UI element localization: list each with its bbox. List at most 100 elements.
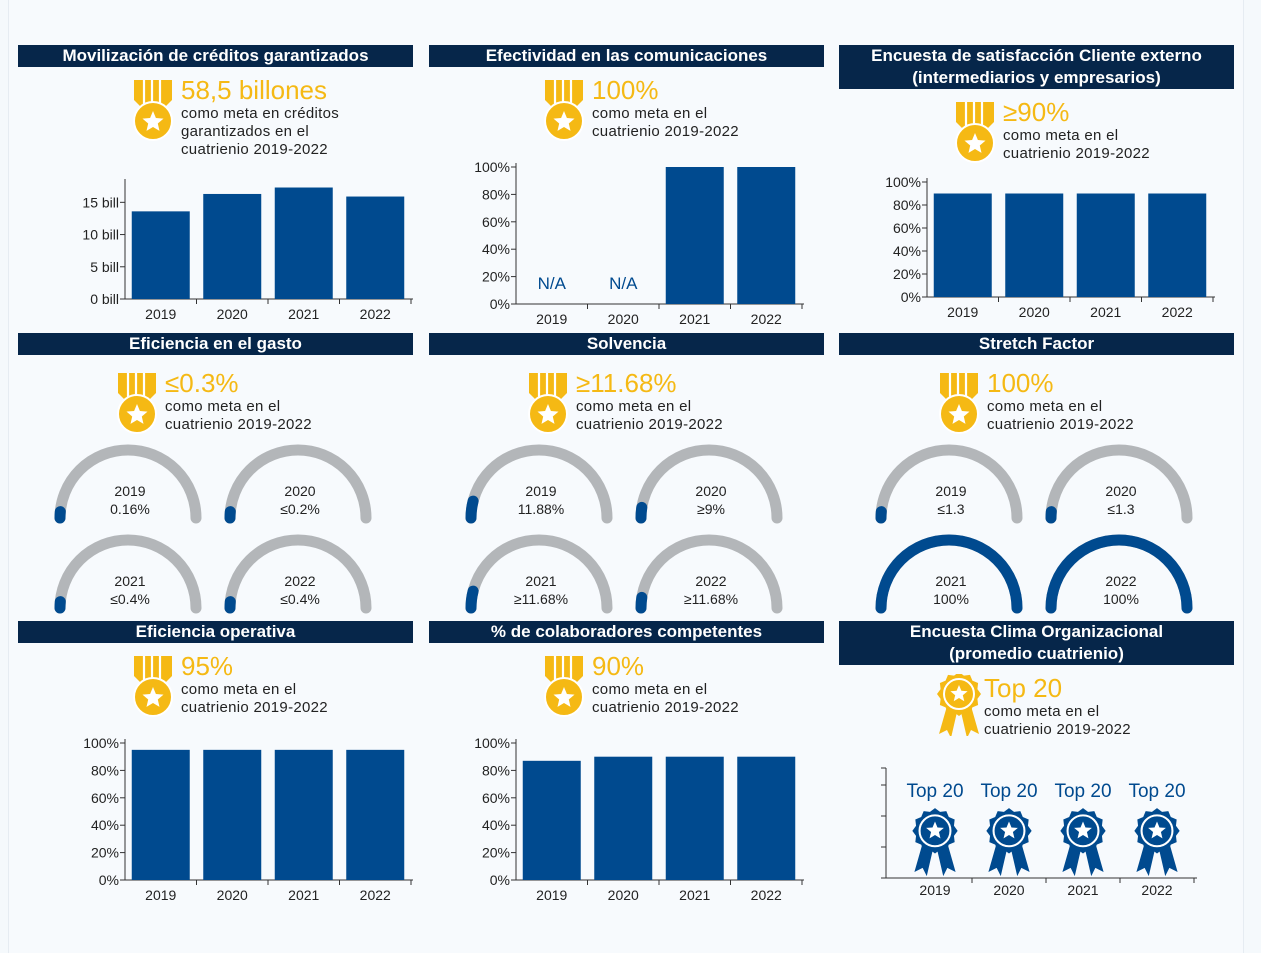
gauge-year: 2019 bbox=[525, 483, 556, 499]
medal-icon bbox=[544, 80, 584, 141]
x-tick-label: 2021 bbox=[288, 306, 319, 322]
x-tick-label: 2021 bbox=[679, 887, 710, 903]
gauge-value: 100% bbox=[1103, 591, 1139, 607]
panel-title: Solvencia bbox=[429, 333, 824, 355]
gauge-year: 2020 bbox=[284, 483, 315, 499]
gauge-year: 2021 bbox=[525, 573, 556, 589]
goal-block: ≤0.3% como meta en el cuatrienio 2019-20… bbox=[116, 369, 312, 440]
gauge-track bbox=[635, 534, 783, 614]
bar bbox=[1148, 193, 1207, 297]
bar-chart-operativa: 0% 20% 40% 60% 80% 100% 2019 2020 2021 2022 bbox=[83, 735, 413, 903]
gauge-track bbox=[224, 534, 372, 614]
gauge: 2022 100% bbox=[1045, 534, 1193, 614]
bar-chart-creditos: 0 bill 5 bill 10 bill 15 bill 2019 2020 2021 20… bbox=[82, 179, 413, 322]
y-tick-label: 60% bbox=[482, 214, 510, 230]
medal-icon bbox=[133, 80, 173, 141]
gauge-value: ≤0.2% bbox=[280, 501, 320, 517]
x-tick-label: 2021 bbox=[1090, 304, 1121, 320]
star-icon bbox=[126, 404, 148, 424]
panel-title: Eficiencia en el gasto bbox=[18, 333, 413, 355]
bar bbox=[933, 193, 992, 297]
gauge: 2019 11.88% bbox=[465, 444, 613, 524]
gauge-group-stretch: 2019 ≤1.3 2020 ≤1.3 2021 100% 2022 100% bbox=[875, 444, 1193, 614]
goal-text: como meta en créditos garantizados en el… bbox=[181, 105, 340, 158]
gauge-track bbox=[635, 444, 783, 524]
gauge-value: 0.16% bbox=[110, 501, 150, 517]
bar bbox=[274, 749, 333, 880]
medal-icon bbox=[117, 373, 157, 434]
y-tick-label: 40% bbox=[91, 817, 119, 833]
panel-title: Efectividad en las comunicaciones bbox=[429, 45, 824, 67]
rosette-icon bbox=[986, 808, 1032, 877]
x-tick-label: 2021 bbox=[1067, 882, 1098, 898]
gauge: 2021 ≤0.4% bbox=[54, 534, 202, 614]
y-tick-label: 0 bill bbox=[90, 291, 119, 307]
y-tick-label: 100% bbox=[885, 174, 921, 190]
panel-title: % de colaboradores competentes bbox=[429, 621, 824, 643]
y-tick-label: 100% bbox=[474, 159, 510, 175]
goal-value: 58,5 billones bbox=[181, 75, 327, 105]
y-tick-label: 0% bbox=[901, 289, 921, 305]
goal-text: como meta en el cuatrienio 2019-2022 bbox=[592, 681, 739, 716]
goal-value: 100% bbox=[987, 368, 1054, 398]
gauge-value: 100% bbox=[933, 591, 969, 607]
panel-title: Stretch Factor bbox=[839, 333, 1234, 355]
gauge-track bbox=[224, 444, 372, 524]
y-tick-label: 100% bbox=[83, 735, 119, 751]
goal-text: como meta en el cuatrienio 2019-2022 bbox=[592, 105, 739, 140]
bar bbox=[346, 196, 405, 299]
x-tick-label: 2022 bbox=[751, 311, 782, 327]
bar bbox=[665, 756, 724, 880]
rosette-icon bbox=[937, 672, 981, 738]
data-label: N/A bbox=[538, 274, 567, 293]
gauge-fill bbox=[465, 495, 479, 524]
gauge: 2021 100% bbox=[875, 534, 1023, 614]
bar bbox=[1005, 193, 1064, 297]
goal-value: 100% bbox=[592, 75, 659, 105]
x-tick-label: 2020 bbox=[217, 887, 248, 903]
bar bbox=[346, 749, 405, 880]
goal-block: 100% como meta en el cuatrienio 2019-202… bbox=[543, 76, 739, 147]
y-tick-label: 5 bill bbox=[90, 259, 119, 275]
y-tick-label: 40% bbox=[482, 817, 510, 833]
medal-icon bbox=[133, 656, 173, 717]
x-tick-label: 2020 bbox=[608, 311, 639, 327]
y-tick-label: 100% bbox=[474, 735, 510, 751]
panel-movilizacion: Movilización de créditos garantizados bbox=[18, 45, 413, 67]
bar bbox=[665, 167, 724, 304]
goal-block: ≥11.68% como meta en el cuatrienio 2019-… bbox=[527, 369, 723, 440]
gauge: 2019 ≤1.3 bbox=[875, 444, 1023, 524]
gauge: 2022 ≤0.4% bbox=[224, 534, 372, 614]
goal-value: ≥11.68% bbox=[576, 368, 677, 398]
panel-solvencia: Solvencia bbox=[429, 333, 824, 355]
star-icon bbox=[142, 687, 164, 707]
goal-value: ≤0.3% bbox=[165, 368, 239, 398]
medal-icon bbox=[544, 656, 584, 717]
goal-block: 58,5 billones como meta en créditos gara… bbox=[132, 76, 339, 158]
panel-title: Eficiencia operativa bbox=[18, 621, 413, 643]
goal-text: como meta en el cuatrienio 2019-2022 bbox=[984, 703, 1131, 738]
star-icon bbox=[537, 404, 559, 424]
bar bbox=[1076, 193, 1135, 297]
gauge: 2022 ≥11.68% bbox=[635, 534, 783, 614]
goal-text: como meta en el cuatrienio 2019-2022 bbox=[1003, 127, 1150, 162]
y-tick-label: 60% bbox=[91, 790, 119, 806]
x-tick-label: 2022 bbox=[751, 887, 782, 903]
data-label: N/A bbox=[609, 274, 638, 293]
goal-text: como meta en el cuatrienio 2019-2022 bbox=[987, 398, 1134, 433]
gauge-year: 2020 bbox=[1105, 483, 1136, 499]
panel-title: Encuesta de satisfacción Cliente externo… bbox=[839, 45, 1234, 89]
badge-label: Top 20 bbox=[906, 781, 963, 802]
gauge-fill bbox=[1045, 534, 1193, 614]
y-tick-label: 10 bill bbox=[82, 227, 119, 243]
gauge-year: 2020 bbox=[695, 483, 726, 499]
goal-text: como meta en el cuatrienio 2019-2022 bbox=[576, 398, 723, 433]
gauge-track bbox=[1045, 444, 1193, 524]
x-tick-label: 2020 bbox=[608, 887, 639, 903]
bar bbox=[737, 167, 796, 304]
gauge-value: ≥11.68% bbox=[514, 591, 568, 607]
goal-block: 95% como meta en el cuatrienio 2019-2022 bbox=[132, 652, 328, 723]
y-tick-label: 20% bbox=[91, 845, 119, 861]
y-tick-label: 0% bbox=[99, 872, 119, 888]
y-tick-label: 0% bbox=[490, 296, 510, 312]
